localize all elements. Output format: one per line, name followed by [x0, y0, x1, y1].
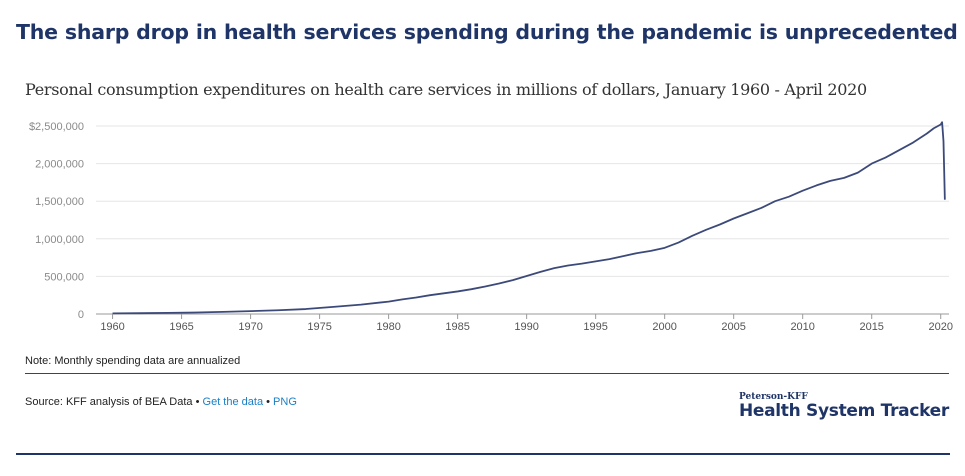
source-text: Source: KFF analysis of BEA Data: [25, 396, 193, 408]
brand-logo-top: Peterson-KFF: [738, 392, 808, 402]
x-tick-label: 1960: [100, 321, 124, 333]
y-axis: 0 500,000 1,000,000 1,500,000 2,000,000 $2,50…: [29, 121, 84, 321]
x-tick-label: 2010: [790, 321, 814, 333]
x-axis: 1960 1965 1970 1975 1980 1985 1990 1995 2000 2005…: [100, 314, 953, 333]
x-tick-label: 1990: [514, 321, 538, 333]
chart-title: Personal consumption expenditures on hea…: [25, 80, 867, 99]
y-tick-label: 1,500,000: [35, 196, 84, 208]
brand-logo[interactable]: Peterson-KFF Health System Tracker: [739, 392, 949, 421]
divider: [25, 373, 949, 374]
x-tick-label: 1975: [307, 321, 331, 333]
y-tick-label: 1,000,000: [35, 234, 84, 246]
y-tick-label: 500,000: [44, 271, 84, 283]
get-the-data-link[interactable]: Get the data: [202, 396, 264, 408]
x-tick-label: 1985: [445, 321, 469, 333]
x-tick-label: 1980: [376, 321, 400, 333]
x-tick-label: 1995: [583, 321, 607, 333]
x-tick-label: 2015: [859, 321, 883, 333]
bottom-divider: [16, 453, 950, 455]
x-tick-label: 2005: [721, 321, 745, 333]
y-tick-label: 0: [78, 309, 84, 321]
brand-logo-main: Health System Tracker: [738, 401, 949, 421]
x-tick-label: 1965: [169, 321, 193, 333]
grid-lines: [96, 125, 949, 315]
line-chart: 0 500,000 1,000,000 1,500,000 2,000,000 $2,50…: [29, 121, 953, 333]
x-tick-label: 2000: [652, 321, 676, 333]
png-link[interactable]: PNG: [273, 396, 297, 408]
series-line: [112, 121, 946, 315]
chart-note: Note: Monthly spending data are annualiz…: [25, 355, 241, 367]
y-tick-label: 2,000,000: [35, 159, 84, 171]
separator-bullet: •: [266, 396, 270, 408]
y-tick-label: $2,500,000: [29, 121, 84, 133]
separator-bullet: •: [195, 396, 200, 408]
page-title: The sharp drop in health services spendi…: [16, 20, 958, 44]
x-tick-label: 2020: [928, 321, 952, 333]
source-line: Source: KFF analysis of BEA Data • Get t…: [25, 396, 297, 408]
x-tick-label: 1970: [238, 321, 262, 333]
